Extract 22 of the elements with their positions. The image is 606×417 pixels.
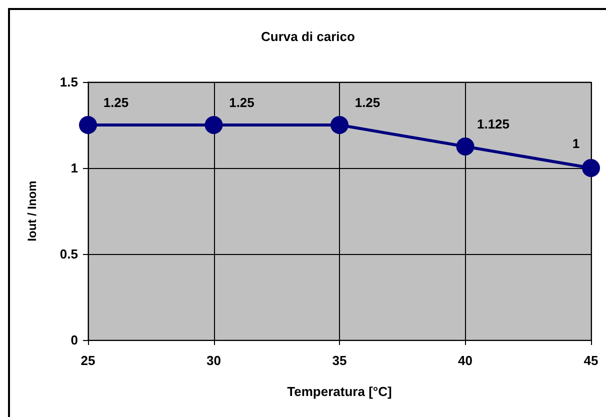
data-label: 1.25 — [229, 95, 254, 110]
y-tick-label: 0.5 — [60, 246, 78, 262]
data-label: 1.25 — [103, 95, 129, 110]
chart-title: Curva di carico — [261, 29, 356, 44]
point — [582, 159, 600, 177]
data-label: 1.125 — [476, 116, 510, 132]
y-tick-label: 1.5 — [60, 74, 78, 90]
x-tick-label: 45 — [584, 353, 598, 368]
point — [79, 116, 97, 134]
x-axis-title: Temperatura [°C] — [287, 384, 392, 399]
x-tick-label: 30 — [206, 353, 221, 368]
y-tick-label: 1 — [70, 160, 78, 176]
point — [204, 116, 223, 134]
data-label: 1.25 — [354, 95, 380, 110]
y-tick-label: 0 — [70, 332, 78, 348]
point — [456, 138, 474, 156]
point — [330, 116, 348, 134]
x-tick-label: 25 — [80, 353, 96, 368]
data-label: 1 — [572, 136, 580, 151]
y-axis-title: Iout / Inom — [25, 180, 39, 242]
x-tick-label: 35 — [332, 353, 347, 368]
x-tick-label: 40 — [458, 353, 472, 368]
